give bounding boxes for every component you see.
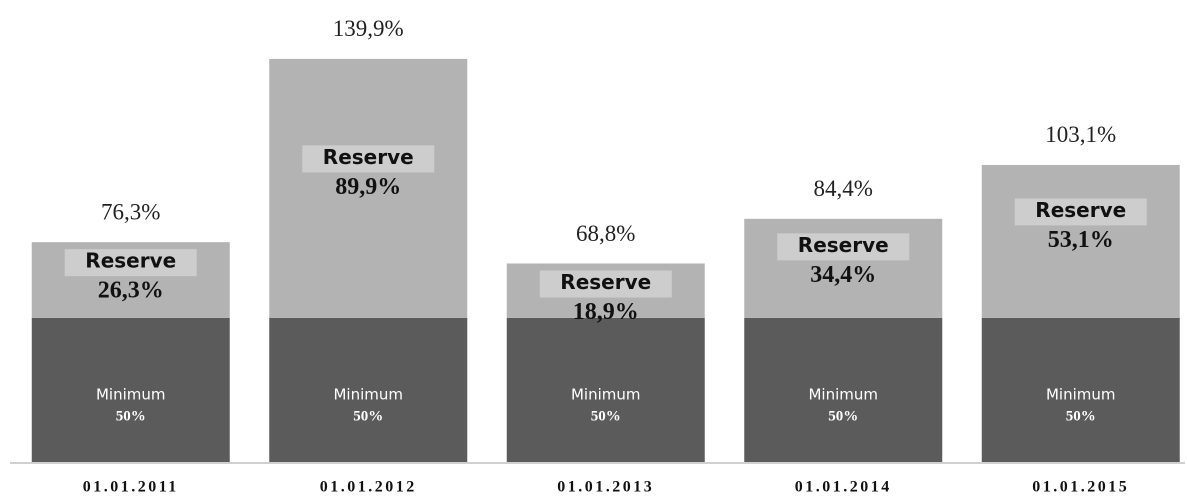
segment-name: Minimum [333, 385, 403, 403]
label-box [777, 233, 910, 261]
value-label: 50% [353, 408, 383, 424]
segment-name: Reserve [323, 145, 414, 169]
label-box [1014, 198, 1147, 226]
total-label: 103,1% [1045, 122, 1116, 147]
label-box [64, 249, 197, 277]
segment-name: Minimum [571, 385, 641, 403]
x-tick-label: 01.01.2012 [320, 479, 417, 496]
bar-segment [506, 317, 705, 462]
segment-name: Minimum [96, 385, 166, 403]
bar-segment [744, 317, 943, 462]
value-label: 18,9% [573, 299, 639, 325]
total-label: 84,4% [814, 176, 873, 201]
segment-name: Reserve [560, 270, 651, 294]
segment-name: Reserve [798, 233, 889, 257]
value-label: 26,3% [98, 278, 164, 304]
bar-segment [269, 58, 468, 318]
value-label: 50% [1066, 408, 1096, 424]
bar-segment [31, 317, 230, 462]
segment-name: Minimum [1046, 385, 1116, 403]
total-label: 76,3% [101, 199, 160, 224]
value-label: 50% [116, 408, 146, 424]
label-box [302, 145, 435, 173]
value-label: 50% [591, 408, 621, 424]
value-label: 53,1% [1048, 227, 1114, 253]
x-tick-label: 01.01.2015 [1032, 479, 1129, 496]
total-label: 139,9% [333, 16, 404, 41]
bar-segment [269, 317, 468, 462]
x-tick-label: 01.01.2013 [557, 479, 654, 496]
bar-segment [981, 164, 1180, 318]
total-label: 68,8% [576, 221, 635, 246]
bar-segment [981, 317, 1180, 462]
label-box [539, 270, 672, 298]
x-tick-label: 01.01.2011 [83, 479, 179, 496]
value-label: 34,4% [810, 262, 876, 288]
segment-name: Minimum [808, 385, 878, 403]
value-label: 50% [828, 408, 858, 424]
segment-name: Reserve [1035, 198, 1126, 222]
x-tick-label: 01.01.2014 [795, 479, 892, 496]
value-label: 89,9% [335, 174, 401, 200]
segment-name: Reserve [85, 249, 176, 273]
